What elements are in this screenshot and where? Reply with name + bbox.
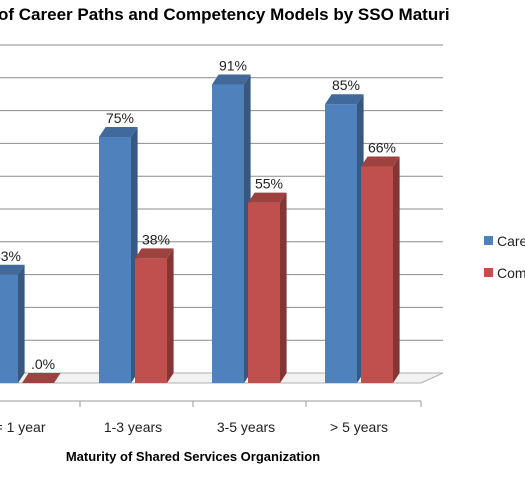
chart-title: of Career Paths and Competency Models by… xyxy=(0,5,450,24)
legend-swatch-series-2 xyxy=(484,268,493,277)
data-label: .0% xyxy=(31,356,55,372)
bar-series-1-3 xyxy=(212,74,251,384)
data-label: 91% xyxy=(219,58,247,74)
x-tick-label: > 5 years xyxy=(330,419,388,435)
bar-series-2-1 xyxy=(22,373,61,383)
x-tick-labels: = 1 year 1-3 years 3-5 years > 5 years xyxy=(0,419,388,435)
legend-label-series-2: Com xyxy=(497,265,525,281)
x-tick-label: 1-3 years xyxy=(104,419,162,435)
x-tick-label: = 1 year xyxy=(0,419,46,435)
x-tick-label: 3-5 years xyxy=(217,419,275,435)
legend-swatch-series-1 xyxy=(484,236,493,245)
data-label: 66% xyxy=(368,140,396,156)
legend: Care Com xyxy=(484,233,525,281)
bar-series-1-1 xyxy=(0,264,25,383)
x-axis-label: Maturity of Shared Services Organization xyxy=(66,449,320,464)
data-label: 75% xyxy=(106,110,134,126)
data-label: 85% xyxy=(332,77,360,93)
data-label: 33% xyxy=(0,248,21,264)
bar-series-1-4 xyxy=(325,94,364,383)
bar-series-1-2 xyxy=(99,127,138,383)
legend-label-series-1: Care xyxy=(497,233,525,249)
bar-series-2-3 xyxy=(248,192,287,383)
data-label: 55% xyxy=(255,176,283,192)
data-label: 38% xyxy=(142,231,170,247)
bar-series-2-2 xyxy=(135,248,174,383)
bar-series-2-4 xyxy=(361,156,400,383)
bars: 33% 75% 91% 85% .0% 38% 55% 66% xyxy=(0,58,400,384)
